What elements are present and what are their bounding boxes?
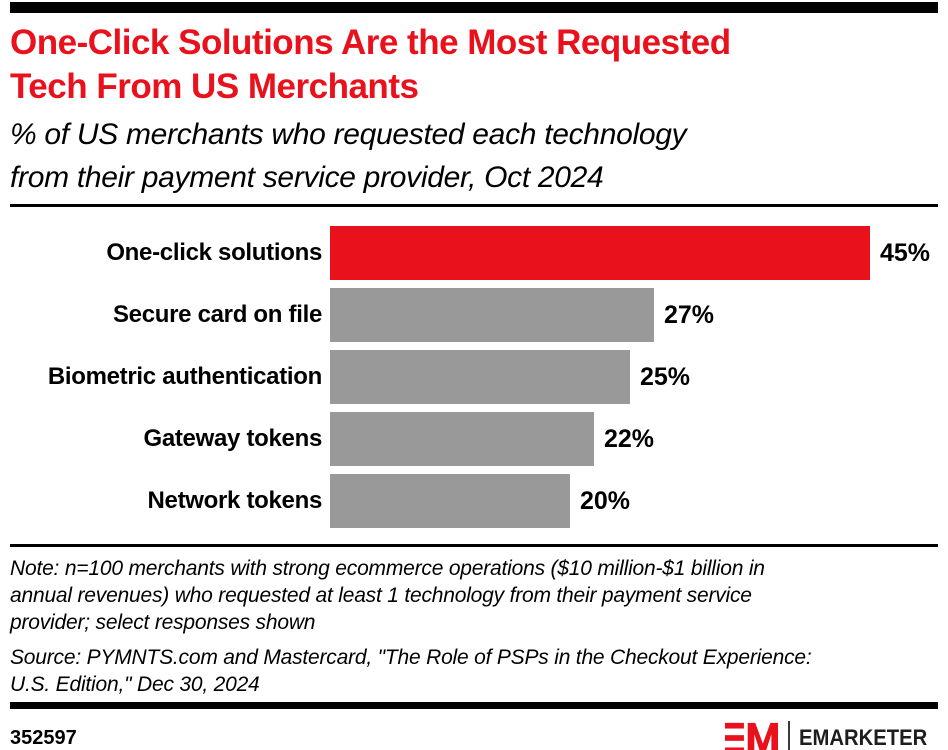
brand-name: EMARKETER	[798, 725, 927, 750]
bar-row: Gateway tokens 22%	[10, 412, 938, 466]
note-text: Note: n=100 merchants with strong ecomme…	[10, 557, 765, 634]
chart-id: 352597	[10, 726, 77, 749]
bar	[330, 474, 570, 528]
em-logo-icon	[724, 722, 778, 750]
bar-category-label: One-click solutions	[106, 239, 322, 266]
page-subtitle: % of US merchants who requested each tec…	[10, 118, 687, 194]
bar-value-label: 27%	[664, 300, 715, 329]
bar-track: 25%	[330, 350, 938, 404]
bar	[330, 350, 630, 404]
bar	[330, 288, 654, 342]
bar-track: 45%	[330, 226, 938, 280]
bar-track: 20%	[330, 474, 938, 528]
chart-footer-divider	[10, 544, 938, 547]
emarketer-logo: EMARKETER	[724, 719, 938, 750]
bar-track: 22%	[330, 412, 938, 466]
bar	[330, 226, 870, 280]
bar-track: 27%	[330, 288, 938, 342]
bar-value-label: 25%	[640, 362, 691, 391]
bar-category-label: Gateway tokens	[143, 425, 322, 452]
bar-category-label: Secure card on file	[112, 301, 322, 328]
bar-value-label: 20%	[580, 486, 631, 515]
bar	[330, 412, 594, 466]
footer-black-bar	[10, 702, 938, 709]
logo-divider	[787, 721, 790, 750]
bar-category-label: Biometric authentication	[47, 363, 322, 390]
page-title: One-Click Solutions Are the Most Request…	[10, 23, 731, 106]
bar-row: One-click solutions 45%	[10, 226, 938, 280]
bar-row: Secure card on file 27%	[10, 288, 938, 342]
header-divider	[10, 204, 938, 207]
bar-row: Biometric authentication 25%	[10, 350, 938, 404]
source-text: Source: PYMNTS.com and Mastercard, "The …	[10, 646, 812, 696]
bar-chart: One-click solutions 45% Secure card on f…	[10, 226, 938, 528]
bar-value-label: 45%	[880, 238, 931, 267]
bar-category-label: Network tokens	[147, 487, 322, 514]
top-black-bar	[10, 2, 938, 13]
footer: 352597 EMARKETER	[10, 719, 938, 750]
bar-value-label: 22%	[604, 424, 655, 453]
bar-row: Network tokens 20%	[10, 474, 938, 528]
